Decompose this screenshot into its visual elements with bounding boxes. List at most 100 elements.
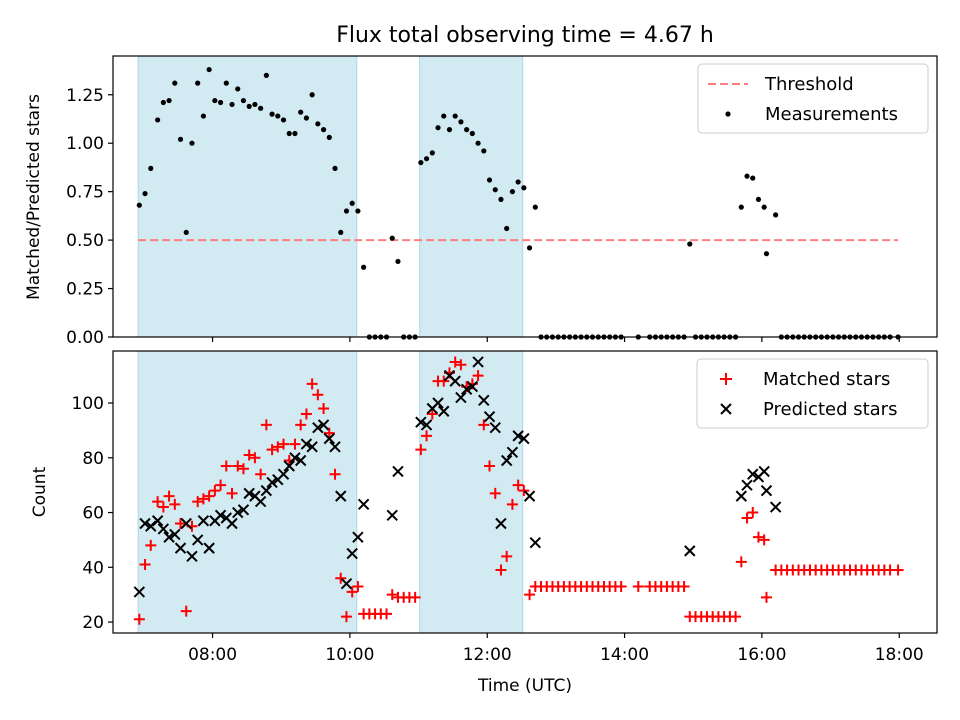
matched-point	[145, 539, 157, 551]
measurement-point	[223, 80, 229, 86]
matched-point	[495, 564, 507, 576]
measurement-point	[761, 204, 767, 210]
count-y-axis-label: Count	[30, 466, 50, 517]
predicted-point	[455, 391, 467, 404]
count-x-axis-ticks: 08:00 10:00 12:00 14:00 16:00 18:00	[188, 633, 924, 665]
matched-point	[175, 517, 187, 529]
predicted-point	[760, 484, 773, 497]
matched-point	[203, 490, 215, 502]
legend-predicted-swatch	[720, 403, 732, 415]
observing-interval-band	[419, 350, 524, 634]
matched-point	[278, 438, 290, 450]
predicted-point	[438, 405, 450, 417]
measurement-point	[755, 196, 762, 203]
matched-point	[323, 427, 335, 439]
matched-point	[329, 468, 341, 480]
y-tick-label: 20	[82, 613, 104, 633]
matched-point	[197, 493, 209, 505]
ratio-panel: 0.00 0.25 0.50 0.75 1.00 1.25 Matched/Predict…	[24, 55, 938, 348]
matched-point	[518, 485, 530, 497]
predicted-point	[232, 506, 244, 519]
predicted-point	[306, 441, 318, 453]
matched-point	[157, 501, 169, 513]
predicted-point	[489, 421, 501, 434]
predicted-point	[512, 430, 524, 442]
measurement-point	[744, 173, 750, 179]
x-tick-label: 10:00	[325, 645, 374, 665]
measurement-point	[526, 245, 533, 251]
measurement-point	[435, 125, 441, 131]
measurement-point	[343, 208, 350, 214]
measurement-point	[235, 86, 241, 92]
matched-point	[152, 496, 164, 508]
measurement-point	[441, 113, 447, 119]
legend-threshold-label: Threshold	[764, 74, 854, 95]
predicted-point	[529, 536, 542, 549]
measurement-point	[177, 136, 184, 142]
matched-point	[512, 479, 524, 491]
predicted-point	[466, 380, 479, 393]
matched-point	[237, 463, 249, 475]
predicted-point	[758, 465, 770, 478]
measurement-point	[303, 115, 310, 121]
measurement-point	[148, 165, 154, 171]
predicted-point	[283, 460, 295, 472]
matched-point	[415, 444, 427, 456]
measurement-point	[332, 165, 338, 171]
matched-point	[421, 430, 433, 442]
measurement-point	[246, 103, 252, 109]
measurement-point	[738, 204, 744, 210]
matched-point	[312, 389, 324, 401]
matched-point	[426, 408, 438, 420]
measurement-point	[469, 130, 475, 137]
predicted-point	[495, 517, 507, 530]
matched-point	[760, 591, 772, 603]
ratio-x-axis-ticks	[211, 337, 900, 342]
matched-point	[306, 378, 318, 390]
predicted-point	[329, 441, 341, 453]
matched-point	[735, 556, 747, 568]
measurement-point	[320, 127, 327, 133]
measurement-point	[687, 241, 693, 247]
predicted-point	[335, 490, 347, 502]
predicted-point	[139, 517, 151, 530]
matched-point	[449, 356, 461, 368]
matched-point	[318, 402, 330, 414]
measurement-point	[515, 179, 521, 185]
matched-point	[209, 485, 221, 497]
predicted-point	[478, 394, 490, 406]
measurement-point	[217, 99, 224, 106]
predicted-point	[294, 454, 307, 467]
measurement-point	[136, 202, 142, 208]
matched-point	[455, 359, 467, 371]
matched-point	[506, 498, 518, 510]
matched-point	[501, 550, 513, 562]
matched-point	[489, 487, 501, 499]
measurement-point	[521, 185, 527, 191]
measurement-point	[212, 97, 218, 104]
predicted-point	[472, 356, 484, 368]
count-plot-frame	[112, 350, 938, 634]
predicted-point	[180, 517, 192, 530]
matched-point	[438, 375, 450, 387]
observing-intervals	[137, 55, 524, 338]
matched-point	[741, 512, 753, 524]
y-tick-label: 40	[82, 558, 104, 578]
count-y-axis-ticks: 20 40 60 80 100	[72, 394, 113, 633]
measurement-point	[355, 208, 361, 214]
matched-point	[243, 449, 255, 461]
legend-matched-swatch	[720, 373, 732, 385]
observing-intervals	[137, 350, 524, 634]
matched-stars-series	[133, 356, 904, 625]
matched-point	[478, 419, 490, 431]
predicted-point	[415, 416, 427, 428]
matched-point	[730, 611, 742, 623]
ratio-y-axis-label: Matched/Predicted stars	[24, 94, 44, 300]
measurement-point	[326, 134, 332, 140]
matched-point	[180, 605, 192, 617]
matched-point	[215, 479, 227, 491]
measurement-point	[269, 111, 275, 117]
y-tick-label: 0.00	[66, 328, 104, 348]
measurement-point	[172, 80, 178, 86]
